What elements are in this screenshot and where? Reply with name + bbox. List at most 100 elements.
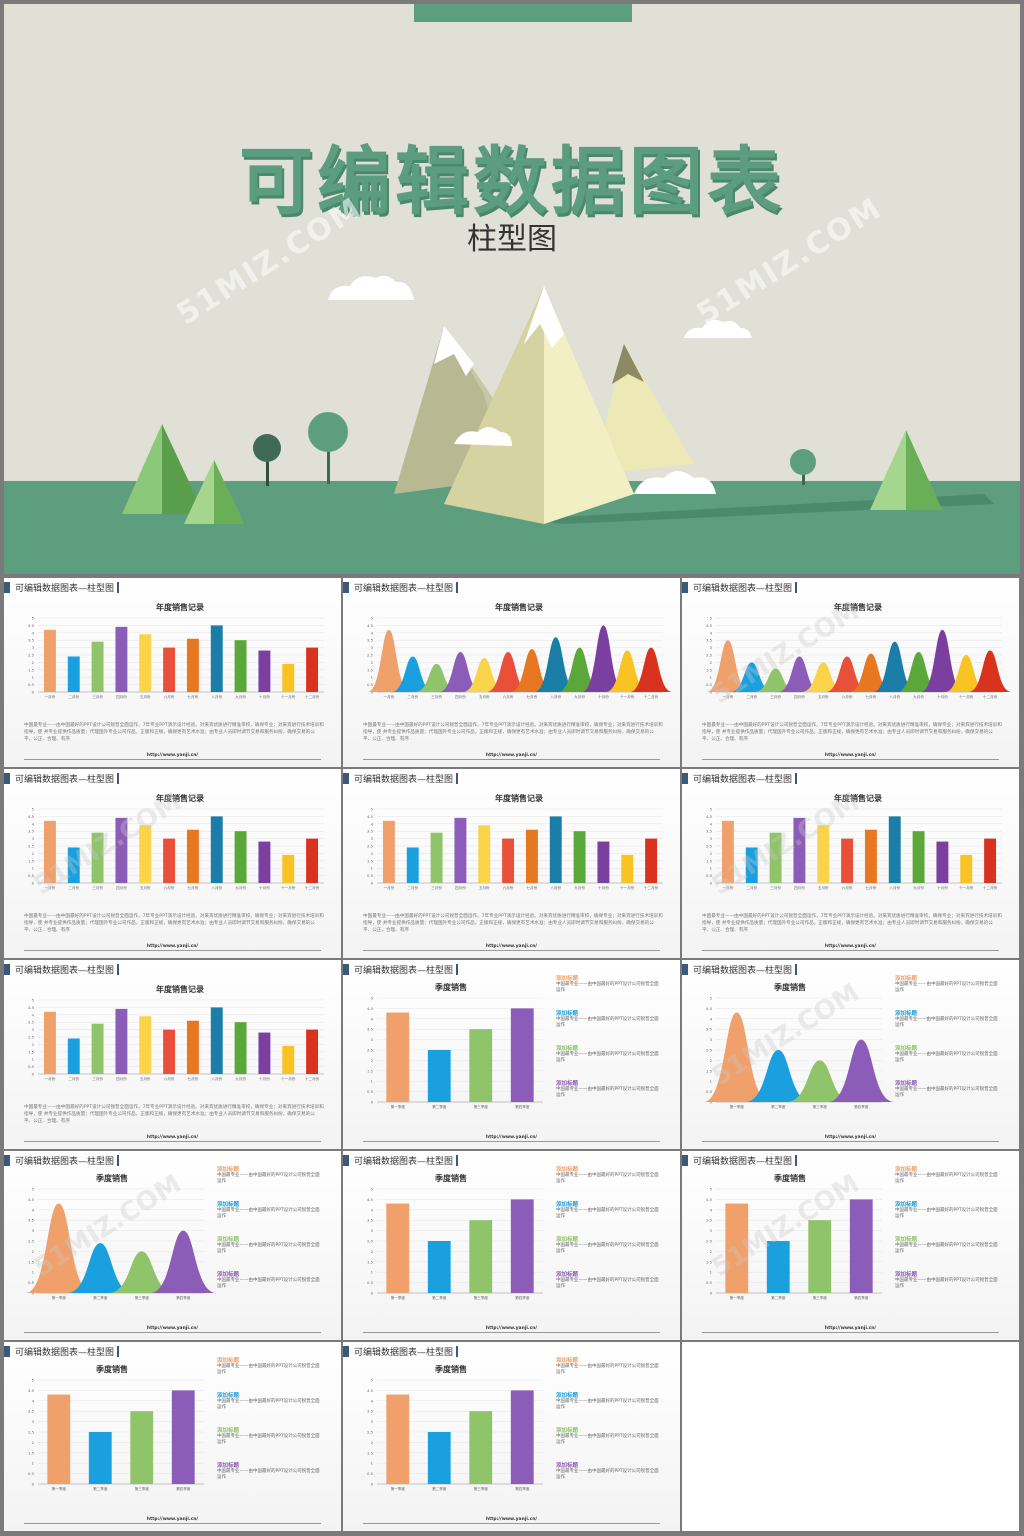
x-tick-label: 十二月份 bbox=[644, 885, 659, 890]
side-note-text: 中国最专业——由中国最好的PPT设计公司锐普全面运作 bbox=[217, 1243, 320, 1254]
side-note: 添加标题 中国最专业——由中国最好的PPT设计公司锐普全面运作 bbox=[556, 1426, 676, 1461]
slide-description: 中国最专业——由中国最好的PPT设计公司锐普全面运作，7年专业PPT演示设计经验… bbox=[702, 914, 1002, 933]
slide-header: 可编辑数据图表—柱型图 bbox=[4, 581, 120, 594]
slide-url[interactable]: http://www.yanji.cn/ bbox=[485, 1517, 538, 1522]
side-notes: 添加标题 中国最专业——由中国最好的PPT设计公司锐普全面运作 添加标题 中国最专业—… bbox=[217, 1356, 337, 1496]
bar bbox=[210, 625, 223, 692]
slide-url[interactable]: http://www.yanji.cn/ bbox=[824, 1326, 877, 1331]
title-slide[interactable]: 可编辑数据图表 柱型图 51MIZ.COM 51MIZ.COM bbox=[4, 4, 1020, 574]
slide-description: 中国最专业——由中国最好的PPT设计公司锐普全面运作，7年专业PPT演示设计经验… bbox=[702, 723, 1002, 742]
area-peak bbox=[581, 625, 625, 692]
y-tick-label: 1.5 bbox=[367, 1450, 374, 1455]
slide-url[interactable]: http://www.yanji.cn/ bbox=[485, 1326, 538, 1331]
slide-url[interactable]: http://www.yanji.cn/ bbox=[824, 944, 877, 949]
slide-url[interactable]: http://www.yanji.cn/ bbox=[485, 753, 538, 758]
slide-description: 中国最专业——由中国最好的PPT设计公司锐普全面运作，7年专业PPT演示设计经验… bbox=[24, 1105, 324, 1124]
header-bar bbox=[682, 1154, 688, 1166]
y-tick-label: 0 bbox=[371, 1482, 374, 1487]
area-peak bbox=[703, 1012, 770, 1102]
y-tick-label: 4 bbox=[32, 1398, 35, 1403]
slide-url[interactable]: http://www.yanji.cn/ bbox=[485, 1135, 538, 1140]
x-tick-label: 八月份 bbox=[889, 694, 900, 699]
chart-title: 季度销售 bbox=[774, 1174, 806, 1183]
side-note: 添加标题 中国最专业——由中国最好的PPT设计公司锐普全面运作 bbox=[556, 1165, 676, 1200]
side-note: 添加标题 中国最专业——由中国最好的PPT设计公司锐普全面运作 bbox=[556, 1079, 676, 1114]
slide-url[interactable]: http://www.yanji.cn/ bbox=[146, 753, 199, 758]
slide-url[interactable]: http://www.yanji.cn/ bbox=[146, 1517, 199, 1522]
y-tick-label: 4 bbox=[710, 821, 713, 826]
slide-url[interactable]: http://www.yanji.cn/ bbox=[824, 753, 877, 758]
x-tick-label: 九月份 bbox=[913, 694, 924, 699]
slide-header-text: 可编辑数据图表—柱型图 bbox=[15, 1347, 115, 1358]
bar bbox=[597, 841, 610, 883]
slide-url[interactable]: http://www.yanji.cn/ bbox=[146, 1135, 199, 1140]
footer-line bbox=[702, 1332, 999, 1333]
y-tick-label: 2 bbox=[710, 1058, 713, 1063]
area-peak bbox=[25, 1203, 92, 1293]
y-tick-label: 2 bbox=[371, 1440, 374, 1445]
x-tick-label: 三月份 bbox=[92, 885, 103, 890]
side-note: 添加标题 中国最专业——由中国最好的PPT设计公司锐普全面运作 bbox=[556, 1009, 676, 1044]
header-bar bbox=[4, 772, 10, 784]
page-title: 可编辑数据图表 bbox=[239, 139, 785, 225]
x-tick-label: 第三季度 bbox=[474, 1104, 489, 1109]
chart-plot: 00.511.522.533.544.55一月份二月份三月份四月份五月份六月份七… bbox=[706, 616, 1012, 699]
side-note-text: 中国最专业——由中国最好的PPT设计公司锐普全面运作 bbox=[556, 1208, 659, 1219]
side-note: 添加标题 中国最专业——由中国最好的PPT设计公司锐普全面运作 bbox=[217, 1165, 337, 1200]
area-peak bbox=[828, 1039, 895, 1102]
footer-line bbox=[702, 759, 999, 760]
chart-title: 年度销售记录 bbox=[156, 603, 204, 612]
y-tick-label: 5 bbox=[371, 807, 374, 812]
bar bbox=[525, 829, 538, 883]
chart-title: 年度销售记录 bbox=[495, 794, 543, 803]
y-tick-label: 2.5 bbox=[367, 1430, 374, 1435]
header-bar bbox=[343, 963, 349, 975]
slide-thumbnail[interactable]: 可编辑数据图表—柱型图00.511.522.533.544.55一月份二月份三月… bbox=[343, 578, 680, 767]
y-tick-label: 2.5 bbox=[28, 1430, 35, 1435]
slide-url[interactable]: http://www.yanji.cn/ bbox=[824, 1135, 877, 1140]
chart-title: 季度销售 bbox=[435, 983, 467, 992]
slide-url[interactable]: http://www.yanji.cn/ bbox=[485, 944, 538, 949]
x-tick-label: 十月份 bbox=[259, 694, 270, 699]
slide-thumbnail[interactable] bbox=[682, 1342, 1019, 1531]
footer-line bbox=[24, 1332, 321, 1333]
slide-thumbnail[interactable]: 可编辑数据图表—柱型图00.511.522.533.544.55第一季度第二季度… bbox=[4, 1151, 341, 1340]
y-tick-label: 1 bbox=[371, 866, 374, 871]
bar bbox=[984, 838, 997, 883]
y-tick-label: 5 bbox=[32, 998, 35, 1003]
x-tick-label: 第一季度 bbox=[52, 1295, 67, 1300]
x-tick-label: 四月份 bbox=[116, 1076, 127, 1081]
side-note: 添加标题 中国最专业——由中国最好的PPT设计公司锐普全面运作 bbox=[556, 1270, 676, 1305]
slide-thumbnail[interactable]: 可编辑数据图表—柱型图00.511.522.533.544.55一月份二月份三月… bbox=[682, 578, 1019, 767]
x-tick-label: 五月份 bbox=[479, 885, 490, 890]
x-tick-label: 八月份 bbox=[550, 694, 561, 699]
slide-url[interactable]: http://www.yanji.cn/ bbox=[146, 944, 199, 949]
x-tick-label: 十二月份 bbox=[983, 694, 998, 699]
x-tick-label: 五月份 bbox=[479, 694, 490, 699]
side-note-heading: 添加标题 bbox=[217, 1463, 240, 1469]
y-tick-label: 4.5 bbox=[706, 623, 713, 628]
footer-line bbox=[363, 1523, 660, 1524]
slide-description: 中国最专业——由中国最好的PPT设计公司锐普全面运作，7年专业PPT演示设计经验… bbox=[24, 914, 324, 933]
x-tick-label: 八月份 bbox=[889, 885, 900, 890]
y-tick-label: 4.5 bbox=[28, 814, 35, 819]
y-tick-label: 1.5 bbox=[28, 667, 35, 672]
slide-header-text: 可编辑数据图表—柱型图 bbox=[693, 965, 793, 976]
slide-header-text: 可编辑数据图表—柱型图 bbox=[15, 1156, 115, 1167]
slide-thumbnail[interactable]: 可编辑数据图表—柱型图00.511.522.533.544.55第一季度第二季度… bbox=[682, 960, 1019, 1149]
y-tick-label: 3.5 bbox=[367, 1027, 374, 1032]
x-tick-label: 六月份 bbox=[164, 694, 175, 699]
x-tick-label: 十二月份 bbox=[305, 885, 320, 890]
slide-url[interactable]: http://www.yanji.cn/ bbox=[146, 1326, 199, 1331]
y-tick-label: 3.5 bbox=[28, 638, 35, 643]
